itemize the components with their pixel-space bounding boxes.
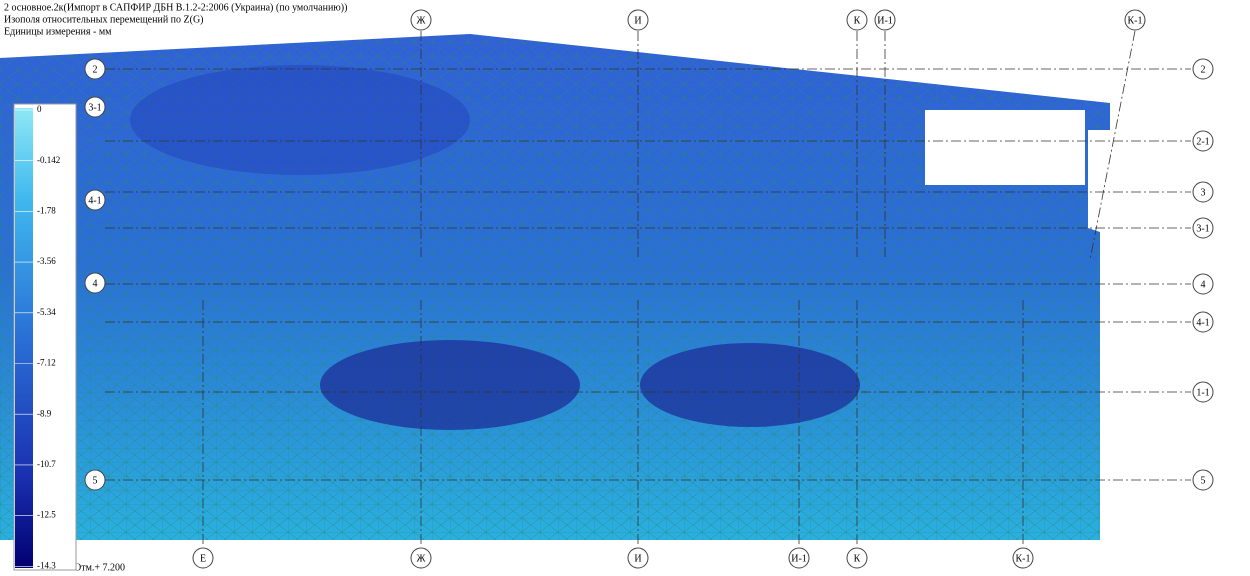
elevation: Отм.+ 7.200 — [74, 562, 125, 573]
axis-label: К — [854, 15, 861, 26]
axis-label: 5 — [93, 475, 98, 486]
axis-label: И — [634, 15, 641, 26]
header-line: Изополя относительных перемещений по Z(G… — [4, 14, 204, 25]
legend-value: -8.9 — [37, 408, 52, 418]
axis-label: И — [634, 553, 641, 564]
screen: Ж И К И-1 К-1 Е Ж И И-1 К К-1 2 3-1 4-1 4 5 2 2-1 3 3-1 4 4-1… — [0, 0, 1250, 576]
axis-label: К — [854, 553, 861, 564]
axis-label: И-1 — [791, 553, 807, 564]
axis-label: 4 — [93, 278, 98, 289]
legend-value: -3.56 — [37, 256, 56, 266]
axis-label: Ж — [417, 15, 426, 26]
legend-value: -7.12 — [37, 358, 56, 368]
axis-line — [1090, 31, 1135, 260]
legend-value: 0 — [37, 104, 42, 114]
axis-label: 4-1 — [1196, 317, 1209, 328]
axis-label: 1-1 — [1196, 387, 1209, 398]
axis-label: 2 — [1201, 64, 1206, 75]
legend-value: -5.34 — [37, 307, 56, 317]
axis-label: 3 — [1201, 187, 1206, 198]
axis-label: 4 — [1201, 279, 1206, 290]
legend-value: -0.142 — [37, 155, 60, 165]
axis-label: 4-1 — [88, 195, 101, 206]
axis-label: И-1 — [877, 15, 893, 26]
axis-label: 2 — [93, 64, 98, 75]
legend: 0 -0.142 -1.78 -3.56 -5.34 -7.12 -8.9 -10.7 -12.… — [14, 104, 76, 570]
header-line: Единицы измерения - мм — [4, 26, 112, 37]
axis-label: Е — [200, 553, 206, 564]
header-line: 2 основное.2к(Импорт в САПФИР ДБН В.1.2-… — [4, 2, 347, 13]
axis-label: 3-1 — [88, 102, 101, 113]
legend-value: -12.5 — [37, 510, 56, 520]
slab — [0, 34, 1110, 540]
axis-label: К-1 — [1128, 15, 1143, 26]
axis-label: 3-1 — [1196, 223, 1209, 234]
legend-value: -10.7 — [37, 459, 56, 469]
legend-value: -14.3 — [37, 560, 56, 570]
legend-value: -1.78 — [37, 205, 56, 215]
axis-label: 5 — [1201, 475, 1206, 486]
axis-label: 2-1 — [1196, 136, 1209, 147]
axis-label: К-1 — [1016, 553, 1031, 564]
axis-label: Ж — [417, 553, 426, 564]
